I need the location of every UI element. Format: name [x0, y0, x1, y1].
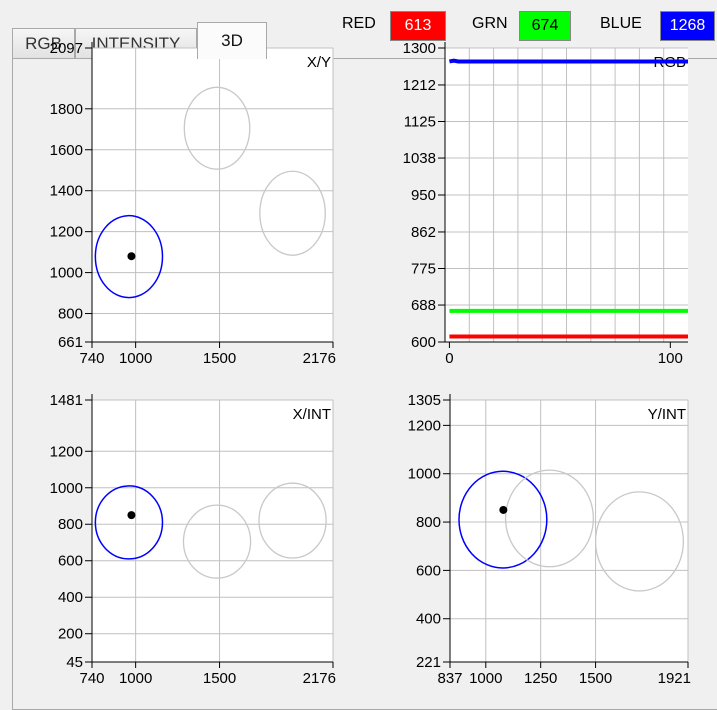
chart-title: X/Y [307, 54, 331, 71]
tab-3d[interactable]: 3D [197, 22, 267, 59]
y-tick-label: 950 [411, 187, 436, 204]
y-tick-label: 45 [66, 654, 83, 671]
x-tick-label: 740 [79, 670, 104, 687]
circle-gray [259, 170, 326, 256]
circle-blue [94, 485, 164, 560]
blue-label: BLUE [600, 15, 642, 32]
y-tick-label: 800 [58, 516, 83, 533]
plot-content [94, 482, 327, 579]
circle-gray [183, 86, 251, 170]
measurement-point [499, 505, 508, 514]
circle-blue [94, 214, 164, 299]
x-tick-label: 837 [437, 670, 462, 687]
red-value: 613 [390, 11, 446, 41]
x-tick-label: 1000 [119, 350, 152, 367]
y-tick-label: 1305 [408, 392, 441, 409]
plot-content [458, 469, 685, 592]
y-tick-label: 775 [411, 261, 436, 278]
x-tick-label: 100 [658, 350, 683, 367]
red-label: RED [342, 15, 376, 32]
green-value: 674 [519, 11, 571, 41]
blue-value: 1268 [660, 11, 715, 41]
y-tick-label: 1000 [50, 480, 83, 497]
circle-gray [258, 482, 327, 559]
plot-content [94, 86, 326, 299]
y-tick-label: 800 [416, 514, 441, 531]
y-tick-label: 600 [416, 562, 441, 579]
series-line-blue [449, 58, 688, 64]
y-tick-label: 221 [416, 654, 441, 671]
x-tick-label: 2176 [303, 670, 336, 687]
green-label: GRN [472, 15, 508, 32]
y-tick-label: 1000 [408, 466, 441, 483]
x-tick-label: 1500 [579, 670, 612, 687]
x-tick-label: 1500 [203, 670, 236, 687]
chart-title: X/INT [293, 406, 331, 423]
y-tick-label: 400 [416, 611, 441, 628]
y-tick-label: 661 [58, 334, 83, 351]
y-tick-label: 1212 [403, 77, 436, 94]
y-tick-label: 1481 [50, 392, 83, 409]
y-tick-label: 2097 [50, 40, 83, 57]
chart-xint: 45 200 400 600 800 1000 1200 1481 740 1000 1500 217… [50, 392, 336, 687]
y-tick-label: 800 [58, 306, 83, 323]
x-tick-label: 1000 [469, 670, 502, 687]
y-tick-label: 1400 [50, 183, 83, 200]
x-tick-label: 1500 [203, 350, 236, 367]
circle-gray [594, 491, 685, 592]
circle-blue [458, 470, 548, 569]
plot-area [92, 400, 333, 662]
tab-rgb[interactable]: RGB [12, 28, 75, 58]
circle-gray [182, 504, 252, 579]
y-tick-label: 1125 [404, 114, 436, 131]
chart-title: Y/INT [648, 406, 686, 423]
chart-xy: 661 800 1000 1200 1400 1600 1800 2097 740 1000 150… [50, 40, 336, 367]
measurement-point [127, 511, 136, 520]
x-tick-label: 0 [445, 350, 453, 367]
plot-area [92, 48, 333, 342]
y-tick-label: 1038 [403, 150, 436, 167]
plot-content [449, 58, 688, 339]
y-tick-label: 862 [411, 224, 436, 241]
x-tick-label: 1250 [524, 670, 557, 687]
x-tick-label: 740 [79, 350, 104, 367]
y-tick-label: 1600 [50, 142, 83, 159]
x-tick-label: 2176 [303, 350, 336, 367]
y-tick-label: 1200 [50, 224, 83, 241]
y-tick-label: 400 [58, 589, 83, 606]
x-tick-label: 1000 [119, 670, 152, 687]
x-tick-label: 1921 [658, 670, 691, 687]
y-tick-label: 200 [58, 626, 83, 643]
y-tick-label: 1300 [403, 40, 436, 57]
y-tick-label: 1200 [408, 417, 441, 434]
chart-yint: 221 400 600 800 1000 1200 1305 837 1000 1250 1500 1… [408, 392, 691, 687]
y-tick-label: 1800 [50, 101, 83, 118]
circle-gray [504, 469, 595, 568]
y-tick-label: 1200 [50, 443, 83, 460]
y-tick-label: 600 [411, 334, 436, 351]
measurement-point [127, 252, 136, 261]
y-tick-label: 1000 [50, 265, 83, 282]
y-tick-label: 600 [58, 553, 83, 570]
y-tick-label: 688 [411, 297, 436, 314]
